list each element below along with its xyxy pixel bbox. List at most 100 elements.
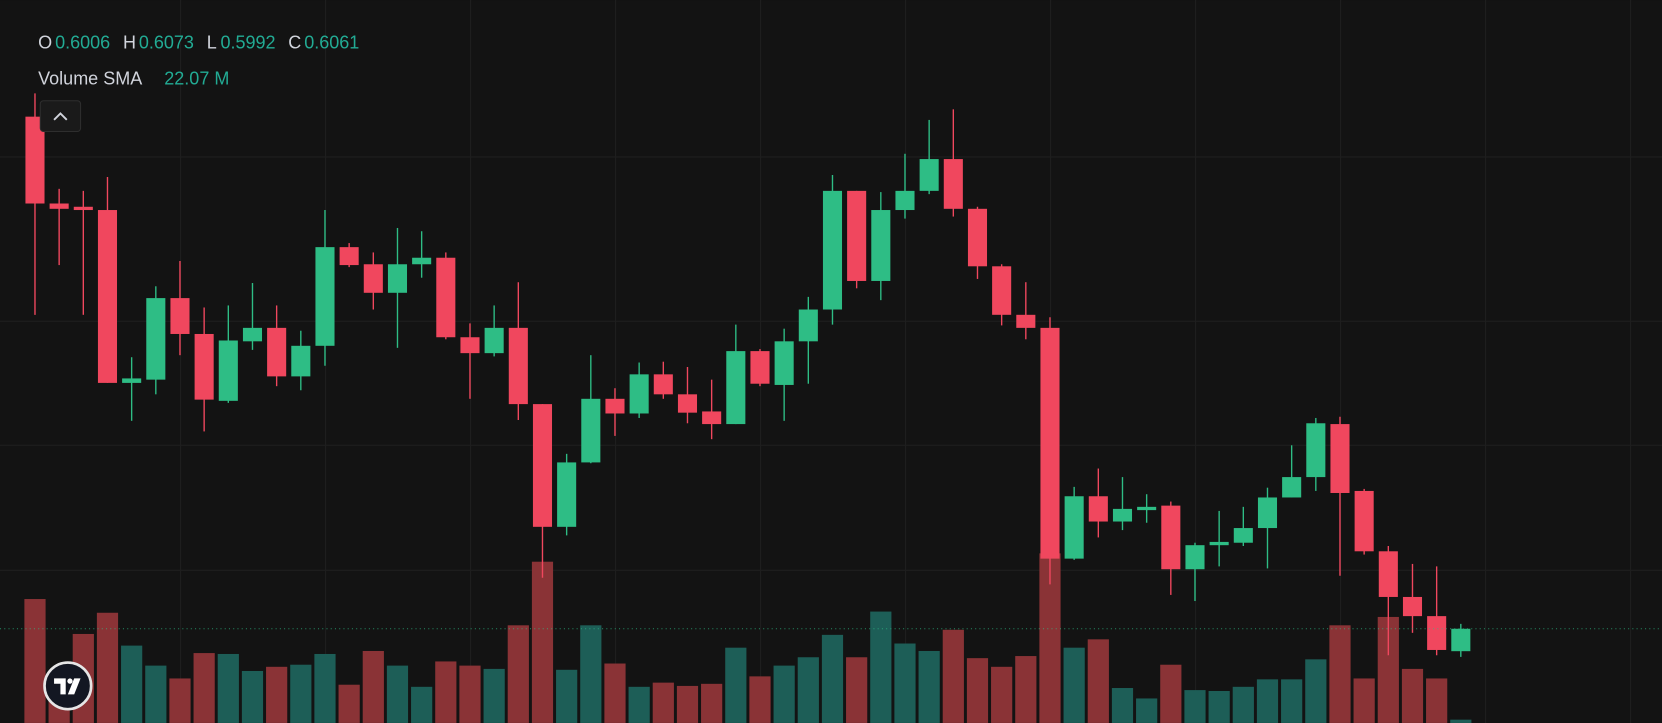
- candle-body: [1185, 545, 1205, 570]
- candle-body: [1257, 497, 1278, 529]
- candle-body: [194, 333, 214, 400]
- candle-body: [1451, 628, 1471, 652]
- volume-bar: [749, 676, 771, 723]
- candle-body: [267, 327, 287, 377]
- price-pane: [0, 93, 1662, 657]
- volume-bar: [1063, 647, 1085, 723]
- volume-bar: [411, 686, 433, 723]
- candle-body: [653, 374, 673, 395]
- volume-bar: [1160, 664, 1182, 723]
- volume-bar: [918, 650, 940, 723]
- volume-bar: [96, 612, 119, 723]
- candle-body: [1209, 541, 1229, 546]
- candle-body: [484, 327, 504, 354]
- button-frame: [39, 100, 82, 133]
- candle-body: [967, 208, 988, 267]
- candle-body: [532, 404, 553, 527]
- volume-bar: [1426, 678, 1448, 723]
- candle-body: [363, 264, 383, 293]
- volume-bar: [145, 665, 167, 723]
- candle-body: [677, 394, 698, 413]
- candle-body: [291, 345, 311, 377]
- indicator-value: 22.07 M: [164, 68, 229, 88]
- logo[interactable]: [43, 661, 93, 711]
- candle-body: [97, 210, 118, 383]
- candle-body: [629, 374, 649, 414]
- volume-bar: [1039, 553, 1061, 723]
- volume-bar: [628, 686, 650, 723]
- candle-body: [1040, 327, 1060, 559]
- candle-body: [412, 257, 432, 265]
- volume-bar: [821, 634, 844, 723]
- legend-label: C: [288, 32, 301, 52]
- candle-body: [750, 351, 770, 384]
- candle-body: [1330, 424, 1350, 493]
- legend-label: H: [123, 32, 136, 52]
- volume-bar: [1353, 678, 1375, 723]
- candle-body: [919, 159, 939, 191]
- volume-bar: [1015, 656, 1037, 723]
- indicator-name: Volume SMA: [38, 68, 142, 88]
- volume-bar: [676, 685, 699, 723]
- volume-bar: [580, 625, 602, 723]
- candle-body: [436, 257, 456, 338]
- collapse-button[interactable]: [39, 100, 82, 133]
- candle-body: [895, 190, 915, 211]
- volume-bar: [773, 665, 795, 723]
- candle-body: [1402, 596, 1423, 617]
- volume-bar: [1208, 690, 1230, 723]
- candle-body: [146, 298, 166, 380]
- candle-body: [1427, 616, 1447, 650]
- candle-body: [1378, 551, 1398, 597]
- volume-bar: [338, 684, 360, 723]
- candle-body: [822, 190, 843, 310]
- candle-body: [218, 340, 238, 401]
- volume-bar: [1401, 668, 1424, 723]
- candle-body: [1064, 496, 1084, 559]
- candle-body: [581, 398, 601, 463]
- volume-bar: [1232, 686, 1254, 723]
- volume-bar: [846, 657, 868, 723]
- volume-bar: [652, 682, 674, 723]
- volume-bar: [1281, 679, 1303, 723]
- volume-bar: [725, 647, 747, 723]
- candle-body: [1354, 490, 1374, 552]
- volume-bar: [556, 669, 578, 723]
- logo-dot: [67, 678, 73, 684]
- candle-body: [557, 462, 577, 527]
- volume-bar: [1256, 679, 1279, 723]
- legend-value: 0.6073: [139, 32, 194, 52]
- volume-bar: [1136, 698, 1158, 723]
- candle-body: [73, 206, 93, 211]
- volume-bar: [290, 664, 312, 723]
- volume-bar: [1329, 625, 1351, 723]
- volume-bar: [193, 653, 215, 723]
- candle-body: [170, 298, 190, 334]
- logo-circle: [43, 661, 93, 711]
- candle-body: [1233, 528, 1253, 543]
- volume-bar: [507, 625, 529, 723]
- candle-body: [726, 351, 746, 425]
- volume-bar: [217, 653, 239, 723]
- candle-body: [1161, 505, 1181, 570]
- candle-body: [992, 266, 1012, 315]
- volume-bar: [169, 678, 191, 723]
- legend-label: L: [207, 32, 217, 52]
- volume-bar: [314, 653, 336, 723]
- volume-bar: [1111, 688, 1134, 723]
- volume-bar: [121, 645, 143, 723]
- volume-bar: [797, 657, 819, 723]
- candle-body: [1306, 423, 1326, 478]
- candle-body: [242, 327, 263, 342]
- volume-bar: [1450, 719, 1472, 723]
- volume-bar: [241, 670, 264, 723]
- candle-body: [1112, 508, 1133, 522]
- legend-label: O: [38, 32, 52, 52]
- candle-body: [1088, 496, 1108, 522]
- legend-value: 0.6061: [304, 32, 359, 52]
- volume-bar: [1377, 616, 1399, 723]
- logo-mark: [54, 678, 81, 695]
- candle-body: [387, 264, 408, 293]
- candle-body: [798, 309, 818, 342]
